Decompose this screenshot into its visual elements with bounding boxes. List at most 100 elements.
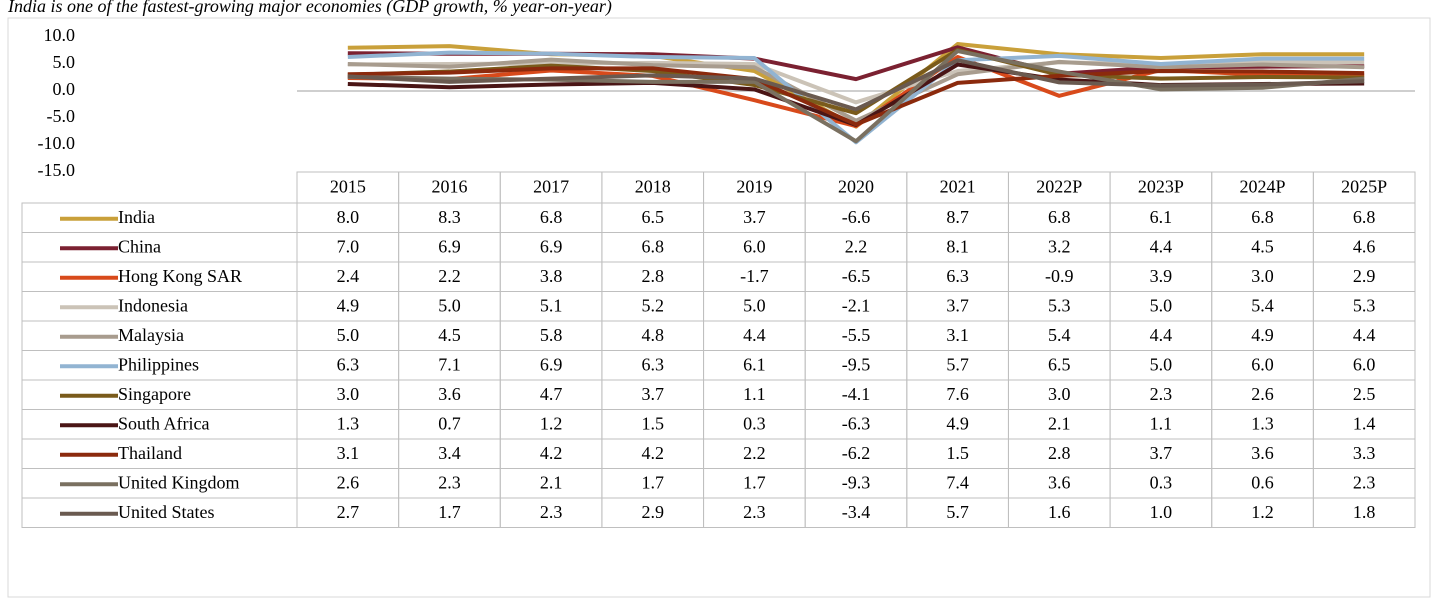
data-label: -6.3 [842,413,871,433]
data-label: -5.5 [842,325,871,345]
legend-label: Philippines [118,354,199,374]
data-label: 3.3 [1353,443,1376,463]
data-label: 2.6 [1251,384,1274,404]
data-label: -9.5 [842,354,871,374]
data-label: 0.3 [1150,472,1173,492]
data-label: 2.8 [1048,443,1071,463]
data-label: 4.8 [641,325,664,345]
data-label: 6.3 [337,354,360,374]
data-label: 2.2 [438,266,461,286]
data-label: 4.6 [1353,236,1376,256]
data-label: 5.7 [946,502,969,522]
y-tick-label: 5.0 [53,52,76,72]
x-tick-label: 2015 [330,177,366,197]
y-tick-label: -15.0 [38,160,76,180]
data-label: 6.1 [743,354,766,374]
data-label: 3.4 [438,443,461,463]
legend-label: Hong Kong SAR [118,266,242,286]
data-label: 6.8 [1353,207,1376,227]
legend-label: Singapore [118,384,191,404]
data-label: 2.6 [337,472,360,492]
data-label: 7.0 [337,236,360,256]
data-label: 2.9 [641,502,664,522]
legend-label: China [118,236,161,256]
data-label: 2.3 [1353,472,1376,492]
series-line [347,66,1365,127]
data-label: 3.1 [946,325,969,345]
chart-title: India is one of the fastest-growing majo… [7,0,612,17]
table-cell [1312,497,1416,528]
data-label: 5.7 [946,354,969,374]
data-label: 5.0 [743,295,766,315]
data-label: 3.0 [337,384,360,404]
data-label: 2.3 [743,502,766,522]
y-tick-label: -10.0 [38,133,76,153]
data-label: 7.6 [946,384,969,404]
data-label: 4.9 [1251,325,1274,345]
data-label: 4.2 [641,443,664,463]
data-label: 2.8 [641,266,664,286]
data-label: 4.2 [540,443,563,463]
series-line [347,57,1365,123]
data-label: 2.3 [540,502,563,522]
legend-label: India [118,207,155,227]
data-label: 1.0 [1150,502,1173,522]
data-label: 8.7 [946,207,969,227]
data-label: -4.1 [842,384,871,404]
data-label: 1.4 [1353,413,1376,433]
x-tick-label: 2018 [635,177,671,197]
data-label: 6.9 [438,236,461,256]
legend-label: Indonesia [118,295,188,315]
data-label: 4.4 [1353,325,1376,345]
data-label: 6.8 [1251,207,1274,227]
data-label: 4.9 [337,295,360,315]
y-tick-label: 0.0 [53,79,76,99]
data-label: 6.3 [641,354,664,374]
data-label: -0.9 [1045,266,1074,286]
data-label: -6.5 [842,266,871,286]
data-label: 3.7 [946,295,969,315]
data-label: 6.8 [540,207,563,227]
data-label: 5.1 [540,295,563,315]
data-label: 3.9 [1150,266,1173,286]
data-label: -9.3 [842,472,871,492]
data-label: 2.4 [337,266,360,286]
data-label: 2.3 [438,472,461,492]
data-label: 3.7 [743,207,766,227]
data-label: 6.5 [641,207,664,227]
data-label: 5.8 [540,325,563,345]
data-label: 5.0 [1150,295,1173,315]
data-label: 2.5 [1353,384,1376,404]
series-line [347,47,1365,116]
data-label: 6.9 [540,354,563,374]
data-label: 6.0 [1353,354,1376,374]
x-tick-label: 2025P [1341,177,1387,197]
legend-label: United Kingdom [118,472,240,492]
data-label: 3.0 [1048,384,1071,404]
data-label: 2.3 [1150,384,1173,404]
data-label: 4.5 [1251,236,1274,256]
x-tick-label: 2016 [431,177,467,197]
data-label: 6.3 [946,266,969,286]
data-label: 8.3 [438,207,461,227]
data-label: 6.0 [743,236,766,256]
data-label: 1.3 [337,413,360,433]
data-label: 1.7 [438,502,461,522]
x-tick-label: 2019 [736,177,772,197]
data-label: 2.2 [743,443,766,463]
legend-label: Malaysia [118,325,184,345]
data-label: 2.9 [1353,266,1376,286]
data-label: 5.0 [1150,354,1173,374]
data-label: -6.2 [842,443,871,463]
legend-label: Thailand [118,443,182,463]
data-label: 1.2 [540,413,563,433]
data-label: 3.6 [438,384,461,404]
data-label: 3.2 [1048,236,1071,256]
data-label: 6.8 [1048,207,1071,227]
data-label: 2.1 [540,472,563,492]
y-tick-label: -5.0 [47,106,76,126]
data-label: 6.0 [1251,354,1274,374]
data-label: -1.7 [740,266,769,286]
data-label: 3.1 [337,443,360,463]
data-label: 3.6 [1251,443,1274,463]
